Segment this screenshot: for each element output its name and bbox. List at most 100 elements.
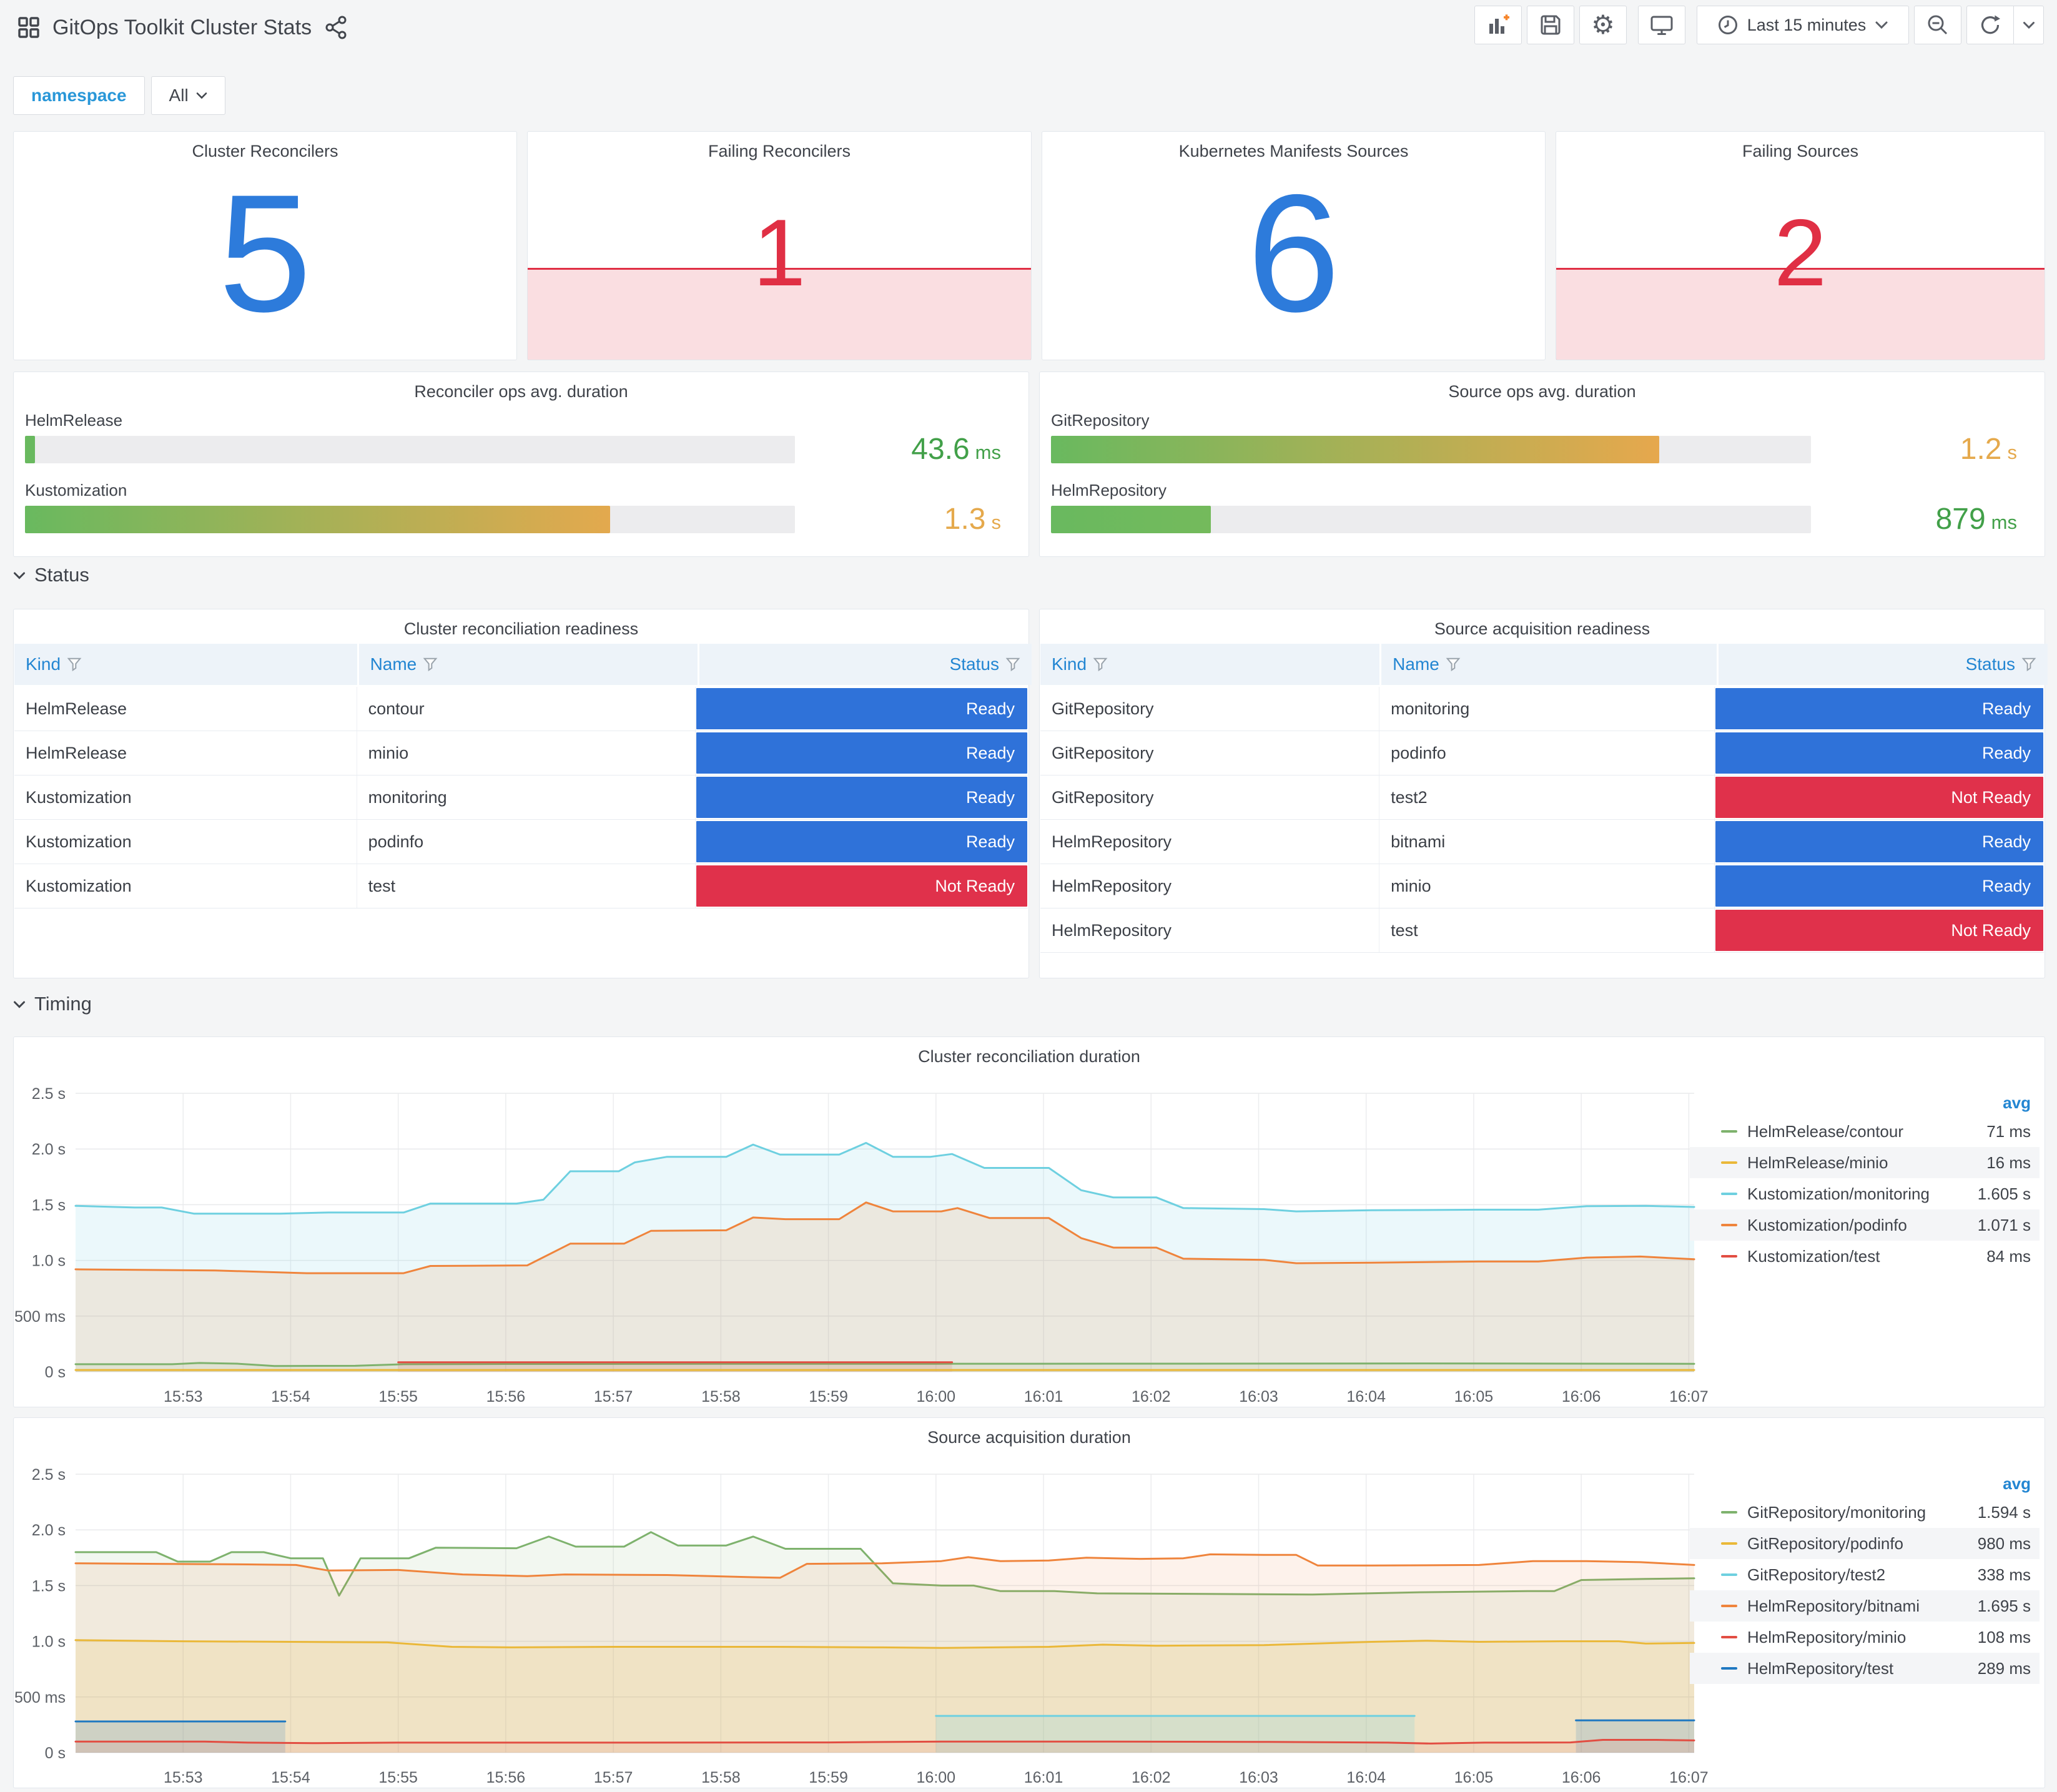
column-header-status[interactable]: Status	[699, 644, 1032, 685]
gauge-bar	[25, 506, 611, 533]
column-header-kind[interactable]: Kind	[1040, 644, 1380, 685]
legend-series-name[interactable]: Kustomization/test	[1747, 1246, 1880, 1266]
time-range-label: Last 15 minutes	[1747, 15, 1867, 34]
refresh-button[interactable]	[1966, 6, 2014, 44]
column-header-name[interactable]: Name	[358, 644, 698, 685]
template-variable-value: All	[169, 86, 189, 105]
svg-text:1.0 s: 1.0 s	[32, 1253, 66, 1270]
legend-series-name[interactable]: Kustomization/monitoring	[1747, 1184, 1930, 1203]
add-panel-button[interactable]	[1474, 6, 1522, 44]
legend-item[interactable]: HelmRelease/contour 71 ms	[1690, 1116, 2040, 1147]
table-body: GitRepository monitoring Ready GitRepositor…	[1040, 687, 2044, 953]
legend-item[interactable]: Kustomization/test 84 ms	[1690, 1241, 2040, 1272]
legend-item[interactable]: HelmRepository/test 289 ms	[1690, 1653, 2040, 1684]
legend-series-name[interactable]: HelmRelease/contour	[1747, 1121, 1904, 1141]
gauge-track	[25, 436, 795, 463]
template-variable-label[interactable]: namespace	[13, 76, 145, 115]
refresh-interval-dropdown[interactable]	[2014, 6, 2044, 44]
legend-item[interactable]: Kustomization/podinfo 1.071 s	[1690, 1209, 2040, 1241]
chart-legend: avg HelmRelease/contour 71 ms HelmRelease/m…	[1690, 1090, 2040, 1272]
section-title: Timing	[34, 993, 92, 1015]
stat-sparkline-area	[528, 268, 1031, 360]
legend-item[interactable]: HelmRepository/minio 108 ms	[1690, 1622, 2040, 1653]
cycle-view-mode-button[interactable]	[1638, 6, 1685, 44]
filter-icon[interactable]	[67, 657, 82, 672]
zoom-out-icon	[1926, 13, 1950, 37]
page-title[interactable]: GitOps Toolkit Cluster Stats	[52, 15, 312, 39]
chart-canvas[interactable]: 0 s 500 ms 1.0 s 1.5 s 2.0 s 2.5 s 15:53 15:54 1…	[14, 1037, 2045, 1407]
legend-series-avg-value: 16 ms	[1986, 1153, 2031, 1172]
cell-status: Ready	[696, 820, 1028, 864]
legend-item[interactable]: GitRepository/monitoring 1.594 s	[1690, 1497, 2040, 1528]
cell-kind: HelmRepository	[1040, 820, 1380, 864]
legend-series-name[interactable]: HelmRepository/test	[1747, 1658, 1894, 1678]
cell-name: test	[357, 864, 696, 908]
svg-text:0 s: 0 s	[45, 1364, 66, 1381]
filter-icon[interactable]	[1093, 657, 1108, 672]
gauge-row: HelmRepository 879 ms	[1051, 478, 2017, 547]
clock-icon	[1717, 14, 1739, 36]
legend-item[interactable]: GitRepository/podinfo 980 ms	[1690, 1528, 2040, 1559]
dashboard-toolbar: ⚙ Last 15 minutes	[1474, 6, 2044, 44]
filter-icon[interactable]	[2021, 657, 2036, 672]
section-header-status[interactable]: Status	[13, 564, 89, 586]
legend-series-swatch	[1721, 1573, 1737, 1576]
panel-title[interactable]: Source acquisition readiness	[1434, 619, 1650, 638]
template-variable-value-dropdown[interactable]: All	[150, 76, 225, 115]
legend-series-name[interactable]: HelmRepository/minio	[1747, 1627, 1907, 1647]
status-badge: Ready	[696, 777, 1027, 818]
cell-name: podinfo	[357, 820, 696, 864]
legend-item[interactable]: GitRepository/test2 338 ms	[1690, 1559, 2040, 1590]
chart-canvas[interactable]: 0 s 500 ms 1.0 s 1.5 s 2.0 s 2.5 s 15:53 15:54 1…	[14, 1418, 2045, 1788]
panel-title[interactable]: Failing Reconcilers	[708, 142, 851, 160]
section-header-timing[interactable]: Timing	[13, 993, 92, 1015]
legend-series-name[interactable]: GitRepository/monitoring	[1747, 1502, 1926, 1522]
status-badge: Not Ready	[1715, 910, 2043, 951]
legend-avg-header[interactable]: avg	[2003, 1093, 2031, 1112]
legend-series-swatch	[1721, 1605, 1737, 1607]
time-range-picker[interactable]: Last 15 minutes	[1697, 6, 1909, 44]
status-badge: Ready	[696, 688, 1027, 729]
share-icon[interactable]	[324, 15, 349, 40]
panel-title[interactable]: Reconciler ops avg. duration	[414, 382, 628, 401]
legend-series-avg-value: 1.695 s	[1977, 1596, 2031, 1615]
legend-series-name[interactable]: HelmRelease/minio	[1747, 1153, 1888, 1172]
status-badge: Not Ready	[696, 865, 1027, 907]
save-dashboard-button[interactable]	[1527, 6, 1574, 44]
cell-status: Ready	[696, 731, 1028, 775]
filter-icon[interactable]	[1446, 657, 1461, 672]
legend-item[interactable]: HelmRepository/bitnami 1.695 s	[1690, 1590, 2040, 1622]
panel-title[interactable]: Cluster reconciliation duration	[918, 1047, 1140, 1066]
column-header-name[interactable]: Name	[1381, 644, 1717, 685]
dashboard-settings-button[interactable]: ⚙	[1579, 6, 1627, 44]
svg-text:16:07: 16:07	[1669, 1769, 1709, 1786]
svg-text:15:54: 15:54	[271, 1769, 310, 1786]
add-panel-icon	[1486, 12, 1511, 37]
panel-title[interactable]: Cluster Reconcilers	[192, 142, 338, 160]
panel-title[interactable]: Failing Sources	[1742, 142, 1859, 160]
legend-series-name[interactable]: Kustomization/podinfo	[1747, 1215, 1907, 1234]
legend-series-name[interactable]: HelmRepository/bitnami	[1747, 1596, 1920, 1615]
zoom-out-button[interactable]	[1914, 6, 1961, 44]
dashboards-grid-icon[interactable]	[17, 16, 40, 39]
column-header-status[interactable]: Status	[1718, 644, 2048, 685]
gauge-bar	[1051, 436, 1659, 463]
legend-series-name[interactable]: GitRepository/test2	[1747, 1565, 1886, 1584]
panel-title[interactable]: Cluster reconciliation readiness	[403, 619, 639, 638]
gauge-value: 1.3 s	[944, 503, 1001, 536]
legend-series-swatch	[1721, 1255, 1737, 1258]
svg-text:16:06: 16:06	[1562, 1769, 1601, 1786]
panel-title[interactable]: Kubernetes Manifests Sources	[1178, 142, 1409, 160]
legend-series-swatch	[1721, 1542, 1737, 1545]
legend-item[interactable]: Kustomization/monitoring 1.605 s	[1690, 1178, 2040, 1209]
filter-icon[interactable]	[423, 657, 438, 672]
legend-avg-header[interactable]: avg	[2003, 1474, 2031, 1493]
svg-text:0 s: 0 s	[45, 1745, 66, 1762]
legend-series-name[interactable]: GitRepository/podinfo	[1747, 1534, 1904, 1553]
panel-title[interactable]: Source ops avg. duration	[1448, 382, 1636, 401]
legend-item[interactable]: HelmRelease/minio 16 ms	[1690, 1147, 2040, 1178]
column-header-kind[interactable]: Kind	[14, 644, 357, 685]
chevron-down-icon	[13, 1000, 26, 1008]
filter-icon[interactable]	[1005, 657, 1020, 672]
panel-title[interactable]: Source acquisition duration	[927, 1428, 1131, 1447]
